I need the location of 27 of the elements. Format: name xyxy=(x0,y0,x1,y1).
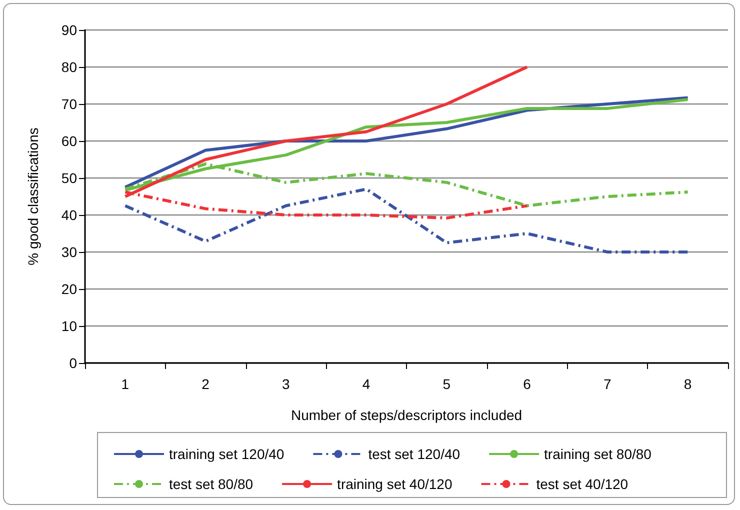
x-tick-label: 8 xyxy=(684,376,692,392)
legend-label: test set 120/40 xyxy=(368,446,460,462)
y-tick-label: 80 xyxy=(61,59,78,75)
legend-label: test set 40/120 xyxy=(536,476,628,492)
y-tick-label: 20 xyxy=(61,281,78,297)
y-tick-label: 10 xyxy=(61,318,78,334)
y-axis-title: % good classifications xyxy=(25,128,41,266)
x-tick-label: 2 xyxy=(202,376,210,392)
x-tick-label: 4 xyxy=(362,376,370,392)
y-tick-label: 0 xyxy=(69,355,78,371)
x-tick-label: 1 xyxy=(121,376,130,392)
y-tick-label: 40 xyxy=(61,207,78,223)
x-tick-label: 3 xyxy=(282,376,290,392)
y-tick-label: 70 xyxy=(61,96,78,112)
legend-label: training set 80/80 xyxy=(544,446,652,462)
y-tick-label: 90 xyxy=(61,22,78,38)
y-tick-label: 50 xyxy=(61,170,78,186)
y-tick-label: 60 xyxy=(61,133,78,149)
x-tick-label: 7 xyxy=(604,376,612,392)
x-tick-label: 5 xyxy=(442,376,451,392)
x-tick-label: 6 xyxy=(523,376,532,392)
x-axis-title: Number of steps/descriptors included xyxy=(290,407,522,423)
legend-label: training set 120/40 xyxy=(169,446,284,462)
line-series xyxy=(124,188,690,254)
y-tick-label: 30 xyxy=(61,244,78,260)
legend-label: training set 40/120 xyxy=(337,476,452,492)
legend-label: test set 80/80 xyxy=(169,476,254,492)
